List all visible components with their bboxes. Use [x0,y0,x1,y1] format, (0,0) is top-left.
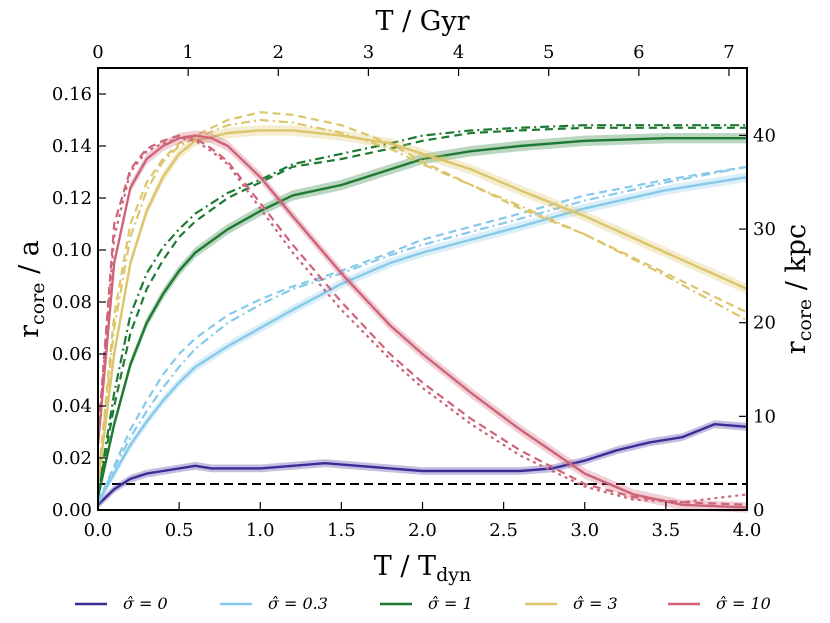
series-line [96,176,748,503]
y-tick-label: 0.12 [52,188,92,209]
y-tick-label: 0.16 [52,84,92,105]
series-4 [96,130,748,513]
series-line [96,129,748,485]
y-right-tick-label: 20 [753,313,776,334]
x-top-tick-label: 6 [633,42,644,63]
x-tick-label: 3.0 [570,520,599,541]
series-variant-dashed [96,165,748,503]
y-tick-label: 0.14 [52,136,92,157]
x-tick-label: 0.0 [84,520,113,541]
series-line [96,137,747,498]
legend-item-4: σ̂ = 10 [668,594,771,613]
y-tick-label: 0.10 [52,240,92,261]
x-top-tick-label: 1 [182,42,193,63]
x-top-tick-label: 2 [273,42,284,63]
x-axis-title: T / Tdyn [374,551,471,586]
series-variant-dashed [96,134,748,506]
y-right-tick-label: 30 [753,219,776,240]
y-right-tick-label: 10 [753,406,776,427]
legend-label: σ̂ = 1 [428,594,473,613]
legend-item-0: σ̂ = 0 [75,594,168,613]
x-tick-label: 2.5 [489,520,518,541]
y-right-axis-title: rcore / kpc [781,224,816,354]
x-tick-label: 1.0 [246,520,275,541]
series-variant-dotted [96,137,748,504]
series-layer [96,111,748,513]
x-tick-label: 3.5 [652,520,681,541]
legend-item-2: σ̂ = 1 [380,594,473,613]
series-3 [96,111,748,490]
legend-label: σ̂ = 10 [716,594,771,613]
series-line [97,423,748,506]
x-top-tick-label: 7 [723,42,734,63]
y-axis-title: rcore / a [14,240,49,338]
y-tick-label: 0.06 [52,344,92,365]
x-top-tick-label: 3 [363,42,374,63]
legend-item-3: σ̂ = 3 [525,594,618,613]
legend-label: σ̂ = 0.3 [268,594,328,613]
x-top-tick-label: 4 [453,42,464,63]
legend-label: σ̂ = 0 [123,594,168,613]
legend-item-1: σ̂ = 0.3 [220,594,328,613]
x-tick-label: 1.5 [327,520,356,541]
legend-label: σ̂ = 3 [573,594,618,613]
x-tick-label: 0.5 [165,520,194,541]
y-tick-label: 0.08 [52,292,92,313]
series-0 [97,420,748,509]
y-tick-label: 0.04 [52,396,92,417]
series-band [98,133,747,503]
y-tick-label: 0.02 [52,448,92,469]
x-top-tick-label: 0 [92,42,103,63]
series-variant-dashdot [96,118,748,482]
legend: σ̂ = 0 σ̂ = 0.3 σ̂ = 1 σ̂ = 3 σ̂ = 10 [75,594,771,613]
series-line [96,134,748,509]
axes-layer: 0.0 0.5 1.0 1.5 2.0 2.5 3.0 3.5 4.00 1 2 3 4 5 6 70.000… [14,6,816,586]
x-top-axis-title: T / Gyr [376,6,470,37]
x-tick-label: 4.0 [733,520,762,541]
series-1 [96,165,748,507]
series-variant-dashdot [97,165,748,503]
x-tick-label: 2.0 [408,520,437,541]
y-right-tick-label: 0 [753,500,764,521]
series-band [98,172,747,507]
series-2 [96,124,747,503]
y-right-tick-label: 40 [753,125,776,146]
y-tick-label: 0.00 [52,500,92,521]
x-top-tick-label: 5 [543,42,554,63]
series-band [98,125,747,490]
series-band [98,130,747,513]
series-band [98,420,747,509]
series-variant-dashed [96,111,748,482]
